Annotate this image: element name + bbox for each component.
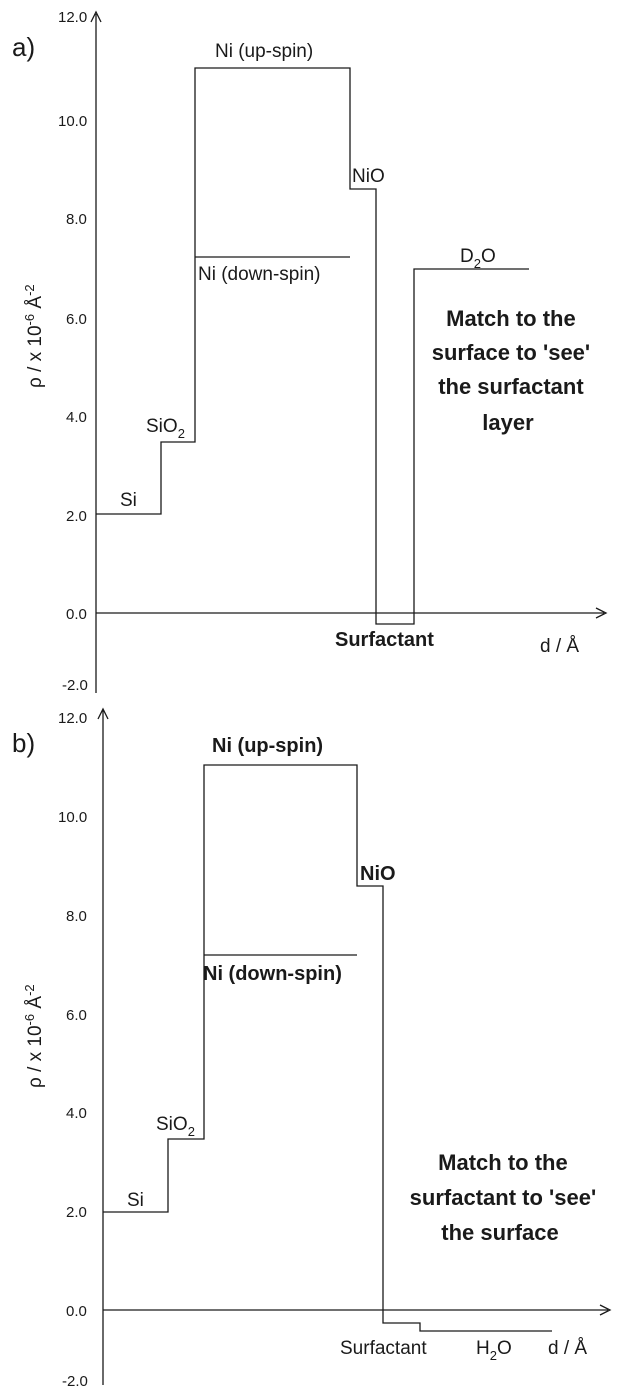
panel-a-ni-down-label: Ni (down-spin) xyxy=(198,264,320,285)
panel-a-label: a) xyxy=(12,32,35,62)
panel-a-x-axis-arrow xyxy=(595,607,608,619)
panel-b-label: b) xyxy=(12,728,35,758)
panel-a-tick-label: 12.0 xyxy=(58,9,87,26)
panel-b-tick-label: 10.0 xyxy=(58,809,87,826)
panel-b-surfactant-label: Surfactant xyxy=(340,1338,427,1359)
panel-b-sld-profile xyxy=(103,764,552,1332)
panel-a-si-label: Si xyxy=(120,490,137,511)
panel-a-tick-label: 8.0 xyxy=(66,211,87,228)
panel-b-h2o-label: H2O xyxy=(476,1338,512,1363)
panel-a-sld-profile xyxy=(96,67,529,625)
panel-b: b) 12.0 10.0 8.0 6.0 4.0 2.0 0.0 -2.0 ρ … xyxy=(12,707,612,1388)
panel-a-sio2-label: SiO2 xyxy=(146,416,185,441)
panel-a-xlabel: d / Å xyxy=(540,636,579,657)
panel-a-tick-label: 10.0 xyxy=(58,113,87,130)
panel-b-ni-down-label: Ni (down-spin) xyxy=(203,963,342,985)
panel-a-tick-label: 4.0 xyxy=(66,409,87,426)
panel-b-ylabel: ρ / x 10-6 Å-2 xyxy=(22,984,46,1088)
panel-b-x-axis-arrow xyxy=(599,1304,612,1316)
panel-b-sio2-label: SiO2 xyxy=(156,1114,195,1139)
panel-b-annotation: Match to the surfactant to 'see' the sur… xyxy=(410,1150,603,1245)
panel-b-tick-label: 8.0 xyxy=(66,908,87,925)
panel-b-y-axis-arrow xyxy=(97,707,109,720)
panel-a-d2o-label: D2O xyxy=(460,246,496,271)
panel-b-tick-label: 2.0 xyxy=(66,1204,87,1221)
panel-a-nio-label: NiO xyxy=(352,166,385,187)
panel-b-ni-up-label: Ni (up-spin) xyxy=(212,735,323,757)
panel-b-tick-label: 6.0 xyxy=(66,1007,87,1024)
panel-b-si-label: Si xyxy=(127,1190,144,1211)
panel-a-tick-label: -2.0 xyxy=(62,677,88,694)
panel-a-tick-label: 2.0 xyxy=(66,508,87,525)
panel-a-surfactant-label: Surfactant xyxy=(335,629,434,651)
panel-b-tick-label: 12.0 xyxy=(58,710,87,727)
panel-b-tick-label: 0.0 xyxy=(66,1303,87,1320)
panel-a-tick-label: 0.0 xyxy=(66,606,87,623)
panel-a: a) 12.0 10.0 8.0 6.0 4.0 2.0 0.0 -2.0 ρ … xyxy=(12,9,608,694)
panel-a-ni-up-label: Ni (up-spin) xyxy=(215,41,313,62)
panel-b-nio-label: NiO xyxy=(360,863,396,885)
panel-b-xlabel: d / Å xyxy=(548,1338,587,1359)
panel-a-y-axis-arrow xyxy=(90,10,102,23)
panel-b-tick-label: 4.0 xyxy=(66,1105,87,1122)
panel-b-tick-label: -2.0 xyxy=(62,1373,88,1388)
panel-a-tick-label: 6.0 xyxy=(66,311,87,328)
panel-a-annotation: Match to the surface to 'see' the surfac… xyxy=(432,306,597,435)
panel-a-ylabel: ρ / x 10-6 Å-2 xyxy=(22,284,46,388)
